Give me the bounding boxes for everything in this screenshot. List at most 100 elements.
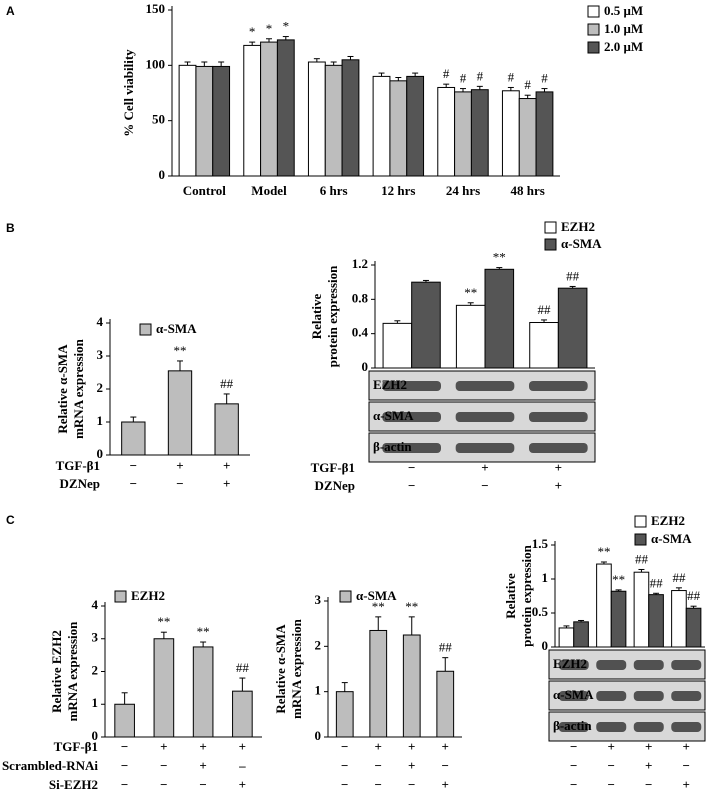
x-tick-label: 24 hrs <box>446 183 480 198</box>
y-tick-label: 2 <box>97 380 104 395</box>
y-tick-label: 0 <box>362 359 369 374</box>
legend-label: α-SMA <box>156 321 197 336</box>
treatment-sign: − <box>121 758 128 773</box>
y-tick-label: 1.5 <box>532 536 549 551</box>
legend-swatch <box>634 515 647 528</box>
blot-band <box>529 381 588 391</box>
treatment-sign: + <box>199 739 206 754</box>
x-tick-label: 48 hrs <box>511 183 545 198</box>
legend-label: α-SMA <box>356 588 397 603</box>
legend-swatch <box>339 590 352 603</box>
significance-label: ## <box>236 660 250 675</box>
treatment-sign: − <box>481 478 488 493</box>
treatment-sign: − <box>608 777 615 792</box>
legend-label: α-SMA <box>651 531 692 546</box>
bar <box>535 91 554 177</box>
legend-swatch <box>587 23 600 36</box>
bar <box>455 304 486 369</box>
bar <box>232 690 253 738</box>
blot-band <box>455 443 515 453</box>
y-tick-label: 1 <box>542 570 549 585</box>
legend-swatch <box>587 5 600 18</box>
y-tick-label: 0 <box>92 728 99 743</box>
legend-swatch <box>544 221 557 234</box>
legend-label: EZH2 <box>561 219 595 234</box>
treatment-label: DZNep <box>60 476 100 491</box>
treatment-sign: − <box>176 476 183 491</box>
bar <box>610 590 627 648</box>
bar <box>437 86 456 177</box>
bar <box>243 44 262 177</box>
y-tick-label: 0.4 <box>352 325 369 340</box>
treatment-sign: − <box>375 758 382 773</box>
bar <box>192 646 214 738</box>
panel-label: C <box>6 513 15 527</box>
y-tick-label: 0 <box>315 728 322 743</box>
treatment-sign: − <box>121 739 128 754</box>
bar <box>648 594 664 648</box>
treatment-sign: + <box>645 739 652 754</box>
x-tick-label: Model <box>251 183 287 198</box>
y-tick-label: 2 <box>92 662 99 677</box>
treatment-label: Scrambled-RNAi <box>2 758 98 773</box>
bar <box>178 64 197 177</box>
treatment-label: DZNep <box>315 478 355 493</box>
significance-label: ** <box>493 250 506 265</box>
bar <box>633 571 650 648</box>
legend-swatch <box>544 238 557 251</box>
x-tick-label: 6 hrs <box>320 183 348 198</box>
treatment-sign: − <box>199 777 206 792</box>
blot-band <box>596 722 627 732</box>
y-axis-label: Relative <box>309 294 324 340</box>
y-tick-label: 100 <box>146 56 166 71</box>
bar <box>372 75 391 177</box>
bar <box>685 607 702 648</box>
y-tick-label: 4 <box>97 314 104 329</box>
bar <box>214 403 239 456</box>
y-tick-label: 3 <box>97 347 104 362</box>
treatment-sign: + <box>683 739 690 754</box>
bar <box>335 691 354 738</box>
blot-band <box>529 443 588 453</box>
bar <box>114 703 135 738</box>
treatment-sign: + <box>645 758 652 773</box>
treatment-sign: + <box>408 758 415 773</box>
y-tick-label: 0.8 <box>352 290 369 305</box>
bar <box>436 670 455 738</box>
bar <box>573 621 589 648</box>
bar <box>195 65 214 177</box>
y-tick-label: 1.2 <box>352 256 368 271</box>
blot-label: β-actin <box>373 439 412 454</box>
significance-label: ## <box>635 551 649 566</box>
panel-label: B <box>6 221 15 235</box>
bar <box>518 98 537 177</box>
treatment-label: TGF-β1 <box>311 460 355 475</box>
y-axis-label: protein expression <box>519 544 534 646</box>
treatment-sign: + <box>176 458 183 473</box>
y-axis-label: Relative EZH2 <box>49 630 64 713</box>
treatment-sign: − <box>683 758 690 773</box>
bar <box>402 634 421 738</box>
legend-label: 0.5 μM <box>604 3 643 18</box>
significance-label: # <box>460 71 467 86</box>
treatment-sign: − <box>375 777 382 792</box>
blot-band <box>455 381 515 391</box>
x-tick-label: 12 hrs <box>381 183 415 198</box>
blot-band <box>382 381 441 391</box>
significance-label: ** <box>372 599 385 614</box>
y-tick-label: 0.5 <box>532 604 549 619</box>
treatment-sign: − <box>121 777 128 792</box>
significance-label: ** <box>612 572 625 587</box>
bar <box>501 90 520 177</box>
treatment-sign: + <box>442 739 449 754</box>
treatment-sign: + <box>408 739 415 754</box>
bar <box>382 322 413 369</box>
significance-label: ** <box>157 614 170 629</box>
treatment-sign: − <box>341 739 348 754</box>
blot-band <box>558 722 589 732</box>
bar <box>121 421 146 456</box>
bar <box>470 89 489 177</box>
treatment-sign: + <box>223 476 230 491</box>
y-tick-label: 1 <box>92 695 99 710</box>
y-tick-label: 0 <box>542 638 549 653</box>
